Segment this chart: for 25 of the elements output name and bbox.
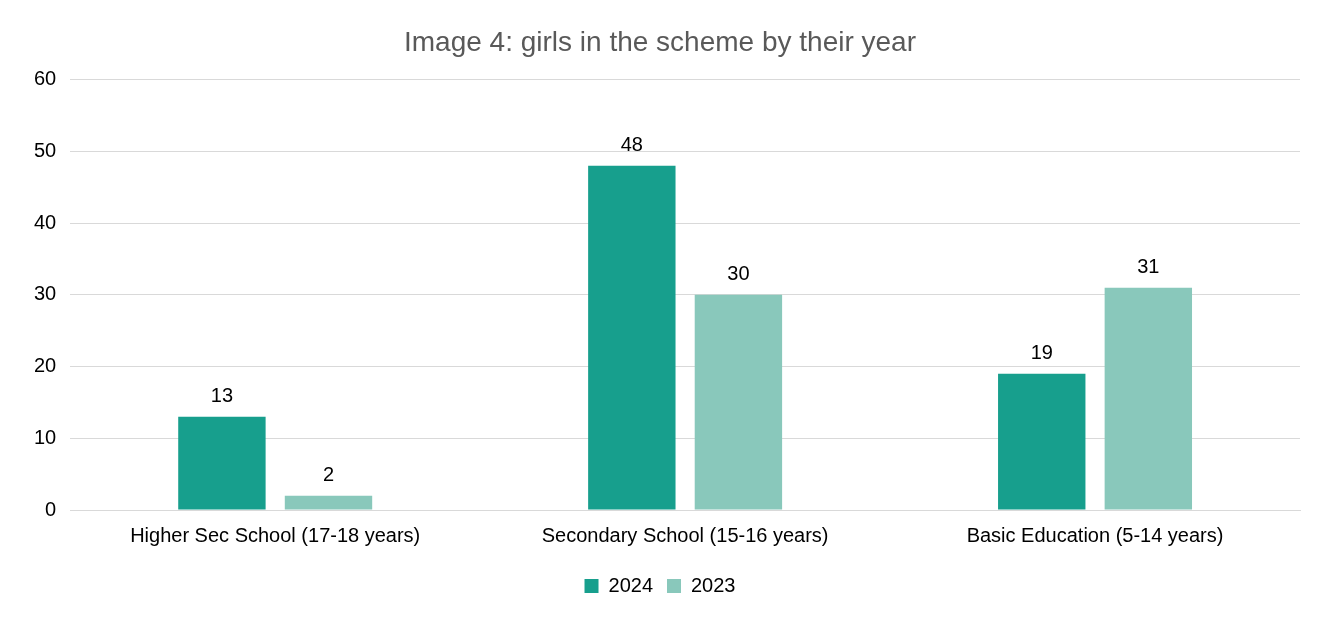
- bar: [694, 294, 783, 510]
- chart-title: Image 4: girls in the scheme by their year: [403, 25, 917, 57]
- y-tick-label: 0: [45, 497, 57, 520]
- legend-label: 2024: [608, 573, 654, 596]
- bar: [998, 373, 1086, 510]
- y-tick-label: 10: [34, 425, 57, 448]
- y-tick-label: 50: [34, 138, 57, 161]
- data-label: 19: [1030, 341, 1053, 364]
- x-tick-label: Basic Education (5-14 years): [966, 523, 1224, 546]
- bar: [1104, 287, 1193, 510]
- data-label: 30: [727, 262, 750, 285]
- data-label: 13: [210, 384, 234, 407]
- bar: [284, 495, 373, 510]
- y-tick-label: 20: [34, 354, 57, 377]
- bar: [588, 165, 676, 510]
- legend-label: 2023: [691, 573, 736, 596]
- bar: [178, 416, 266, 510]
- data-label: 2: [322, 463, 335, 486]
- x-tick-label: Higher Sec School (17-18 years): [130, 523, 421, 546]
- y-tick-label: 60: [34, 67, 57, 90]
- data-label: 31: [1137, 255, 1160, 278]
- data-label: 48: [620, 133, 643, 156]
- x-tick-label: Secondary School (15-16 years): [541, 523, 829, 546]
- y-tick-label: 40: [34, 210, 57, 233]
- y-tick-label: 30: [34, 282, 57, 305]
